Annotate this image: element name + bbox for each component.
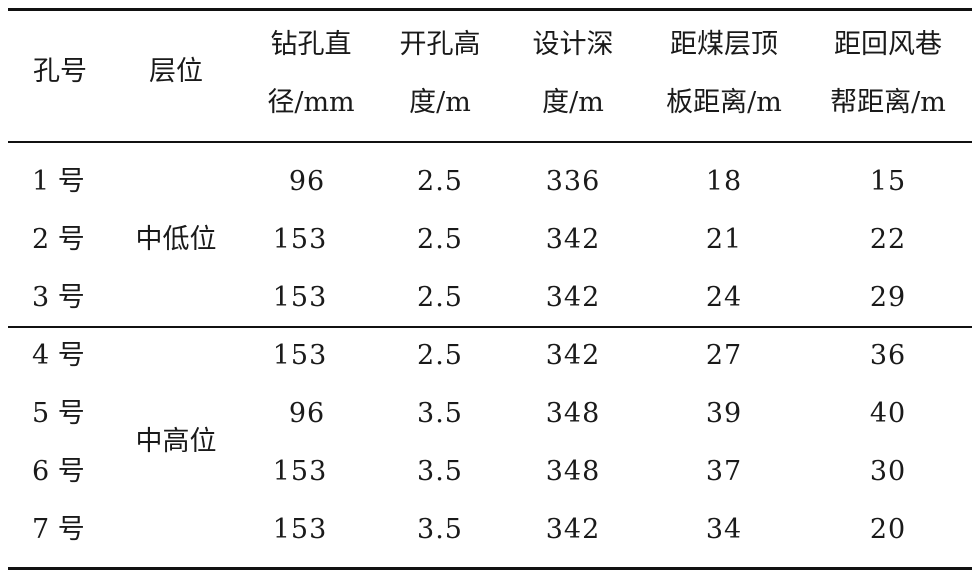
bottom-rule xyxy=(8,567,972,570)
header-return-airway-distance: 距回风巷 帮距离/m xyxy=(830,29,946,118)
header-roof-distance: 距煤层顶 板距离/m xyxy=(666,29,782,118)
cell-roof-distance: 37 xyxy=(705,456,743,487)
cell-hole-no: 4 号 xyxy=(32,340,85,371)
cell-diameter: 153 xyxy=(272,456,328,487)
cell-hole-no: 3 号 xyxy=(32,282,85,313)
header-rule xyxy=(8,141,972,143)
cell-diameter: 153 xyxy=(272,340,328,371)
header-hole-no: 孔号 xyxy=(33,56,87,87)
cell-hole-no: 2 号 xyxy=(32,224,85,255)
cell-airway-distance: 40 xyxy=(869,398,907,429)
cell-open-height: 2.5 xyxy=(417,282,463,313)
cell-hole-no: 6 号 xyxy=(32,456,85,487)
cell-roof-distance: 18 xyxy=(705,166,743,197)
cell-open-height: 2.5 xyxy=(417,166,463,197)
cell-hole-no: 5 号 xyxy=(32,398,85,429)
cell-design-depth: 348 xyxy=(545,398,601,429)
cell-roof-distance: 39 xyxy=(705,398,743,429)
group-label-mid-high: 中高位 xyxy=(135,426,217,457)
group-divider-rule xyxy=(8,326,972,328)
cell-roof-distance: 27 xyxy=(705,340,743,371)
cell-airway-distance: 29 xyxy=(869,282,907,313)
header-diameter: 钻孔直 径/mm xyxy=(267,29,355,118)
cell-roof-distance: 21 xyxy=(705,224,743,255)
cell-airway-distance: 15 xyxy=(869,166,907,197)
header-open-height: 开孔高 度/m xyxy=(399,29,481,118)
cell-airway-distance: 20 xyxy=(869,514,907,545)
cell-design-depth: 348 xyxy=(545,456,601,487)
cell-open-height: 2.5 xyxy=(417,340,463,371)
group-label-mid-low: 中低位 xyxy=(135,224,217,255)
cell-roof-distance: 24 xyxy=(705,282,743,313)
cell-airway-distance: 30 xyxy=(869,456,907,487)
cell-diameter: 153 xyxy=(272,282,328,313)
cell-design-depth: 336 xyxy=(545,166,601,197)
cell-hole-no: 1 号 xyxy=(32,166,85,197)
cell-roof-distance: 34 xyxy=(705,514,743,545)
header-design-depth: 设计深 度/m xyxy=(532,29,614,118)
cell-diameter: 96 xyxy=(288,398,326,429)
top-rule xyxy=(8,8,972,11)
cell-airway-distance: 36 xyxy=(869,340,907,371)
cell-open-height: 3.5 xyxy=(417,514,463,545)
cell-design-depth: 342 xyxy=(545,514,601,545)
header-layer: 层位 xyxy=(149,56,203,87)
cell-design-depth: 342 xyxy=(545,340,601,371)
cell-open-height: 3.5 xyxy=(417,398,463,429)
cell-design-depth: 342 xyxy=(545,224,601,255)
cell-diameter: 153 xyxy=(272,224,328,255)
cell-design-depth: 342 xyxy=(545,282,601,313)
cell-diameter: 96 xyxy=(288,166,326,197)
cell-airway-distance: 22 xyxy=(869,224,907,255)
cell-open-height: 3.5 xyxy=(417,456,463,487)
cell-diameter: 153 xyxy=(272,514,328,545)
cell-hole-no: 7 号 xyxy=(32,514,85,545)
cell-open-height: 2.5 xyxy=(417,224,463,255)
